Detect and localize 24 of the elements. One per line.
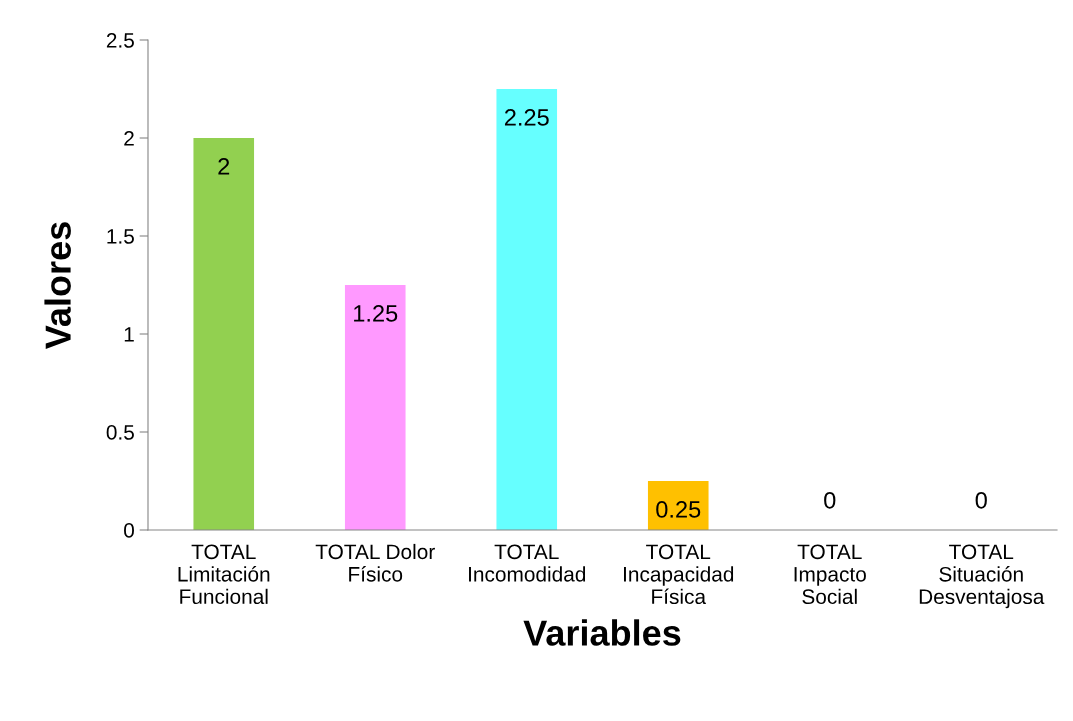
- x-tick-label: TOTAL Dolor Físico: [315, 543, 435, 582]
- data-label: 2: [218, 158, 230, 175]
- y-tick-label: 2.5: [106, 33, 134, 48]
- y-tick-label: 1.5: [107, 229, 134, 244]
- x-tick-label: TOTAL Incomodidad: [469, 544, 586, 582]
- x-tick-label: TOTAL Impacto Social: [794, 544, 866, 605]
- y-tick-label: 1: [124, 327, 134, 342]
- x-tick-label: TOTAL Incapacidad Física: [624, 544, 734, 605]
- data-label: 1.25: [354, 305, 398, 322]
- data-label: 0: [824, 491, 836, 509]
- data-label: 0: [975, 491, 987, 509]
- y-tick-label: 0.5: [106, 425, 134, 440]
- y-tick-label: 2: [124, 131, 134, 146]
- x-tick-label: TOTAL Situación Desventajosa: [919, 544, 1045, 609]
- bar: [344, 285, 406, 530]
- bar: [193, 138, 255, 530]
- data-label: 2.25: [504, 109, 549, 126]
- x-axis-title: Variables: [523, 619, 681, 646]
- data-label: 0.25: [656, 501, 701, 518]
- y-axis-title: Valores: [44, 222, 71, 349]
- bar: [496, 89, 558, 530]
- y-tick-label: 0: [124, 523, 134, 538]
- x-tick-label: TOTAL Limitación Funcional: [178, 544, 270, 605]
- bar: [647, 481, 709, 530]
